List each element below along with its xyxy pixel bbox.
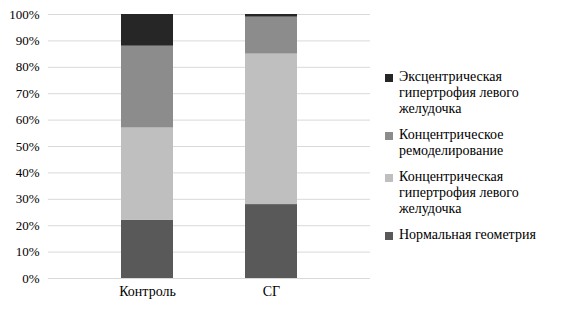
svg-text:60%: 60%: [16, 112, 40, 127]
svg-text:0%: 0%: [22, 271, 40, 286]
svg-text:90%: 90%: [16, 33, 40, 48]
html-text:Концентрическое ремоделировани: Концентрическое ремоделирование: [399, 127, 504, 158]
svg-text:50%: 50%: [16, 139, 40, 154]
svg-text:100%: 100%: [9, 7, 40, 22]
svg-text:20%: 20%: [16, 218, 40, 233]
svg-text:Контроль: Контроль: [119, 284, 176, 299]
svg-text:10%: 10%: [16, 244, 40, 259]
svg-text:70%: 70%: [16, 86, 40, 101]
svg-text:СГ: СГ: [263, 284, 280, 299]
html-text:Концентрическая гипертрофия ле: Концентрическая гипертрофия левого желуд…: [399, 169, 519, 216]
html-text:Нормальная геометрия: Нормальная геометрия: [399, 227, 536, 242]
svg-text:40%: 40%: [16, 165, 40, 180]
svg-text:30%: 30%: [16, 191, 40, 206]
svg-text:80%: 80%: [16, 59, 40, 74]
html-text:Эксцентрическая гипертрофия ле: Эксцентрическая гипертрофия левого желуд…: [399, 69, 519, 116]
